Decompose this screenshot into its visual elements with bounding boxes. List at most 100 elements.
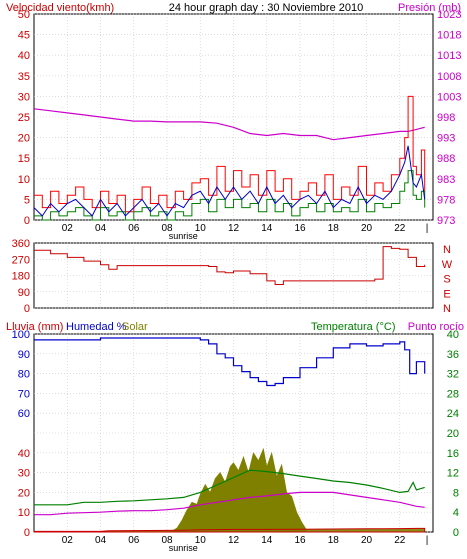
pressure-tick-label: 1008: [437, 71, 461, 83]
x-tick-label: 14: [261, 535, 273, 546]
direction-grid: [34, 242, 433, 309]
humidity-axis-title: Humedad %: [66, 321, 127, 333]
x-tick-label: 08: [161, 535, 173, 546]
wind-grid: [34, 13, 433, 221]
wind-y-axis: 0 5 10 15 20 25 30 35 40 45 50: [18, 9, 30, 227]
x-tick-label: 16: [294, 223, 306, 234]
rain-tick-label: 20: [18, 487, 30, 499]
direction-series: [34, 246, 426, 285]
wind-tick-label: 20: [18, 133, 30, 145]
solar-area: [171, 447, 307, 533]
compass-label: N: [443, 303, 451, 315]
rain-tick-label: 30: [18, 468, 30, 480]
wind-axis-title: Velocidad viento(kmh): [6, 2, 114, 14]
temperature-axis-title: Temperatura (°C): [311, 321, 395, 333]
x-end-tick: |: [426, 535, 429, 546]
temperature-tick-label: 36: [447, 349, 459, 361]
wind-tick-label: 10: [18, 174, 30, 186]
x-tick-label: 22: [394, 223, 406, 234]
x-tick-label: 12: [228, 223, 240, 234]
x-tick-label: 06: [128, 535, 140, 546]
x-end-tick: |: [426, 223, 429, 234]
pressure-axis-title: Presión (mb): [398, 2, 461, 14]
pressure-tick-label: 1003: [437, 91, 461, 103]
chart-title: 24 hour graph day : 30 Noviembre 2010: [169, 2, 363, 14]
temperature-tick-label: 24: [447, 408, 459, 420]
climate-panel: Lluvia (mm) Humedad % Solar Temperatura …: [6, 321, 464, 553]
humidity-tick-label: 80: [18, 369, 30, 381]
x-tick-label: 12: [228, 535, 240, 546]
x-tick-label: 04: [95, 535, 107, 546]
direction-line: [34, 246, 426, 285]
temperature-tick-label: 12: [447, 468, 459, 480]
rain-tick-label: 0: [24, 527, 30, 539]
temperature-tick-label: 20: [447, 428, 459, 440]
climate-x-axis: 02 04 06 08 10 12 14 16 18 20 22 | sunrise: [62, 535, 429, 553]
x-tick-label: 02: [62, 223, 74, 234]
humidity-tick-label: 100: [12, 329, 30, 341]
wind-x-axis: 02 04 06 08 10 12 14 16 18 20 22 | sunrise: [62, 223, 429, 241]
wind-pressure-panel: Velocidad viento(kmh) 24 hour graph day …: [6, 2, 461, 241]
wind-tick-label: 5: [24, 194, 30, 206]
x-tick-label: 16: [294, 535, 306, 546]
x-tick-label: 20: [361, 535, 373, 546]
x-tick-label: 08: [161, 223, 173, 234]
direction-tick-label: 0: [24, 303, 30, 315]
pressure-tick-label: 993: [437, 133, 455, 145]
wind-tick-label: 0: [24, 215, 30, 227]
rain-tick-label: 40: [18, 448, 30, 460]
x-tick-label: 18: [328, 223, 340, 234]
compass-label: E: [443, 288, 450, 300]
rain-area: [33, 527, 426, 533]
wind-speed-line: [33, 145, 426, 217]
pressure-tick-label: 973: [437, 215, 455, 227]
temperature-y-axis: 0 4 8 12 16 20 24 28 32 36 40: [447, 329, 459, 539]
wind-tick-label: 25: [18, 112, 30, 124]
compass-label: W: [442, 259, 453, 271]
pressure-tick-label: 1023: [437, 9, 461, 21]
rain-tick-label: 10: [18, 507, 30, 519]
direction-y-axis: 0 90 180 270 360: [12, 238, 30, 315]
compass-label: N: [443, 244, 451, 256]
temperature-tick-label: 32: [447, 369, 459, 381]
temperature-tick-label: 4: [453, 507, 459, 519]
pressure-y-axis: 973 978 983 988 993 998 1003 1008 1013 1018 1023: [437, 9, 461, 227]
compass-label: S: [443, 274, 450, 286]
x-tick-label: 18: [328, 535, 340, 546]
humidity-line: [34, 337, 426, 387]
x-tick-label: 06: [128, 223, 140, 234]
wind-tick-label: 45: [18, 30, 30, 42]
x-tick-label: 02: [62, 535, 74, 546]
x-tick-label: 20: [361, 223, 373, 234]
wind-series: [33, 95, 426, 221]
solar-axis-title: Solar: [122, 321, 148, 333]
pressure-tick-label: 983: [437, 174, 455, 186]
x-tick-label: 04: [95, 223, 107, 234]
pressure-tick-label: 1013: [437, 50, 461, 62]
temperature-tick-label: 40: [447, 329, 459, 341]
sunrise-label: sunrise: [169, 231, 198, 241]
sunrise-label: sunrise: [169, 543, 198, 553]
humidity-tick-label: 90: [18, 349, 30, 361]
dewpoint-axis-title: Punto rocío: [408, 321, 464, 333]
pressure-tick-label: 978: [437, 194, 455, 206]
climate-series: [33, 337, 426, 533]
temperature-tick-label: 28: [447, 388, 459, 400]
humidity-tick-label: 70: [18, 388, 30, 400]
pressure-tick-label: 988: [437, 153, 455, 165]
direction-tick-label: 270: [12, 254, 30, 266]
x-tick-label: 22: [394, 535, 406, 546]
pressure-tick-label: 998: [437, 112, 455, 124]
humidity-tick-label: 60: [18, 408, 30, 420]
wind-tick-label: 35: [18, 71, 30, 83]
wind-tick-label: 30: [18, 91, 30, 103]
wind-tick-label: 50: [18, 9, 30, 21]
direction-tick-label: 180: [12, 271, 30, 283]
temperature-tick-label: 8: [453, 487, 459, 499]
wind-tick-label: 15: [18, 153, 30, 165]
rain-axis-title: Lluvia (mm): [6, 321, 63, 333]
